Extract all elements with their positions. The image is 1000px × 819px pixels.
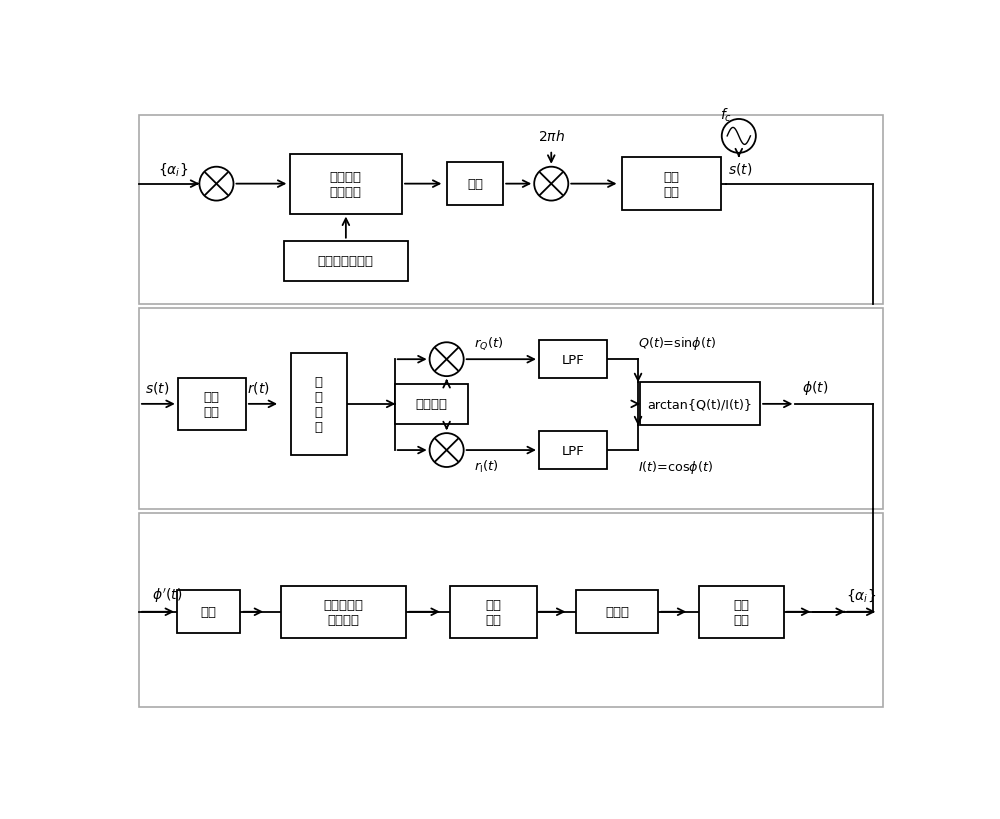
Text: arctan{Q(t)/I(t)}: arctan{Q(t)/I(t)} xyxy=(648,398,753,411)
Text: $\{\alpha_i\}$: $\{\alpha_i\}$ xyxy=(846,586,876,604)
Bar xyxy=(539,341,607,379)
Bar xyxy=(290,155,402,215)
Text: 解映射: 解映射 xyxy=(605,605,629,618)
Text: 积分
判决: 积分 判决 xyxy=(485,598,501,626)
Text: $I(t)$=cos$\phi(t)$: $I(t)$=cos$\phi(t)$ xyxy=(638,459,713,476)
Bar xyxy=(139,514,883,708)
Text: 积分: 积分 xyxy=(467,178,483,191)
Text: $\{\alpha_i\}$: $\{\alpha_i\}$ xyxy=(158,161,188,178)
Text: $r(t)$: $r(t)$ xyxy=(247,379,270,396)
Text: 载波
调制: 载波 调制 xyxy=(663,170,679,198)
Bar xyxy=(450,586,537,638)
Text: $2\pi h$: $2\pi h$ xyxy=(538,129,565,144)
Text: $Q(t)$=sin$\phi(t)$: $Q(t)$=sin$\phi(t)$ xyxy=(638,334,716,351)
Bar xyxy=(395,384,468,424)
Circle shape xyxy=(430,343,464,377)
Bar xyxy=(291,354,347,455)
Bar xyxy=(178,378,246,431)
Bar xyxy=(576,590,658,634)
Bar xyxy=(284,242,408,281)
Bar xyxy=(539,432,607,470)
Text: LPF: LPF xyxy=(562,353,584,366)
Text: $r_{\rm I}(t)$: $r_{\rm I}(t)$ xyxy=(474,458,499,474)
Text: LPF: LPF xyxy=(562,444,584,457)
Text: $\phi(t)$: $\phi(t)$ xyxy=(802,378,828,396)
Text: 高斯
信道: 高斯 信道 xyxy=(204,391,220,419)
Text: $r_Q(t)$: $r_Q(t)$ xyxy=(474,334,503,351)
Bar xyxy=(139,116,883,305)
Text: 相干载波: 相干载波 xyxy=(415,398,447,411)
Bar xyxy=(139,308,883,509)
Bar xyxy=(698,586,784,638)
Circle shape xyxy=(534,168,568,201)
Bar xyxy=(447,163,503,206)
Text: 小
波
去
噪: 小 波 去 噪 xyxy=(315,375,323,433)
Text: 求导: 求导 xyxy=(201,605,217,618)
Text: $s(t)$: $s(t)$ xyxy=(728,161,752,177)
Text: 基带调频
脉冲信号: 基带调频 脉冲信号 xyxy=(330,170,362,198)
Bar xyxy=(622,158,721,210)
Text: $\phi'(t)$: $\phi'(t)$ xyxy=(152,586,183,604)
Circle shape xyxy=(199,168,234,201)
Text: 椭圆球面波
波形相干: 椭圆球面波 波形相干 xyxy=(324,598,364,626)
Text: 椭圆球面波信号: 椭圆球面波信号 xyxy=(318,255,374,268)
Circle shape xyxy=(722,120,756,154)
Text: $s(t)$: $s(t)$ xyxy=(145,379,170,396)
Bar xyxy=(281,586,406,638)
Circle shape xyxy=(430,433,464,468)
Bar xyxy=(640,382,760,426)
Text: $f_c$: $f_c$ xyxy=(720,106,733,124)
Bar xyxy=(177,590,240,634)
Text: 数据
输出: 数据 输出 xyxy=(733,598,749,626)
